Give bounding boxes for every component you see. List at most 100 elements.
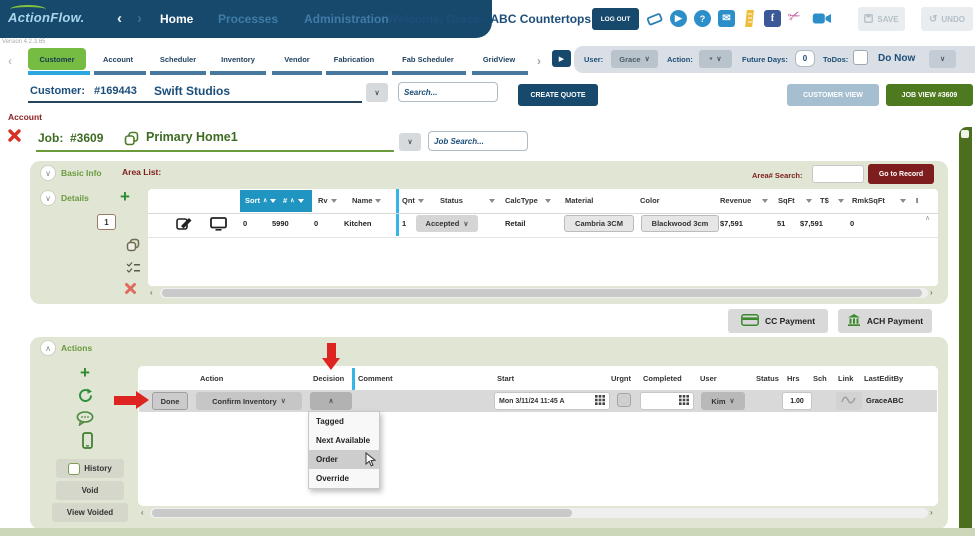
- h-scrollbar-thumb[interactable]: [162, 289, 922, 297]
- scroll-left-icon[interactable]: ‹: [150, 288, 153, 297]
- scroll-left-icon[interactable]: ‹: [141, 508, 144, 517]
- delete-area-icon[interactable]: [124, 282, 137, 300]
- decision-select[interactable]: ∧: [310, 392, 352, 410]
- checklist-icon[interactable]: [126, 261, 140, 279]
- account-breadcrumb[interactable]: Account: [8, 112, 42, 122]
- col-action[interactable]: Action: [200, 374, 224, 383]
- help-icon[interactable]: ?: [694, 10, 711, 27]
- urgnt-checkbox[interactable]: [617, 393, 631, 407]
- col-completed[interactable]: Completed: [643, 374, 682, 383]
- material-chip[interactable]: Cambria 3CM: [564, 215, 634, 232]
- nav-forward-icon[interactable]: ›: [137, 10, 142, 27]
- job-view-button[interactable]: JOB VIEW #3609: [886, 84, 973, 106]
- col-calctype[interactable]: CalcType: [505, 196, 551, 205]
- nav-processes[interactable]: Processes: [218, 12, 279, 26]
- tab-gridview[interactable]: GridView: [482, 54, 516, 64]
- tab-fabrication[interactable]: Fabrication: [333, 54, 375, 64]
- phone-icon[interactable]: [82, 432, 93, 454]
- scroll-right-icon[interactable]: ›: [930, 508, 933, 517]
- col-num[interactable]: # ∧: [283, 196, 304, 205]
- action-select[interactable]: Confirm Inventory ∨: [196, 392, 302, 410]
- ruler-icon[interactable]: [744, 9, 756, 33]
- collapsed-panel-icon[interactable]: [961, 130, 969, 138]
- cc-payment-button[interactable]: CC Payment: [728, 309, 828, 333]
- monitor-icon[interactable]: [210, 217, 227, 236]
- user-filter-select[interactable]: Grace ∨: [611, 50, 658, 68]
- save-button[interactable]: SAVE: [858, 7, 905, 31]
- col-qnt[interactable]: Qnt: [402, 196, 424, 205]
- col-i[interactable]: I: [916, 196, 919, 205]
- col-material[interactable]: Material: [565, 196, 594, 205]
- email-icon[interactable]: ✉: [718, 10, 735, 27]
- customer-search-input[interactable]: [398, 82, 498, 102]
- video-camera-icon[interactable]: [812, 12, 832, 30]
- play-icon[interactable]: ▶: [670, 10, 687, 27]
- nav-home[interactable]: Home: [160, 12, 194, 26]
- future-days-input[interactable]: [795, 50, 815, 67]
- area-search-input[interactable]: [812, 165, 864, 183]
- details-toggle[interactable]: ∨ Details: [40, 190, 89, 206]
- video-list-icon[interactable]: ▶: [552, 50, 571, 67]
- col-rv[interactable]: Rv: [318, 196, 337, 205]
- tab-account[interactable]: Account: [103, 54, 133, 64]
- cut-tool-icon[interactable]: ✂: [785, 6, 804, 27]
- col-urgnt[interactable]: Urgnt: [611, 374, 631, 383]
- col-rmksqft[interactable]: RmkSqFt: [852, 196, 906, 205]
- app-logo[interactable]: ActionFlow.: [8, 10, 85, 25]
- history-checkbox[interactable]: [68, 462, 81, 475]
- menu-item-tagged[interactable]: Tagged: [316, 417, 344, 426]
- menu-item-order[interactable]: Order: [309, 450, 379, 469]
- copy-area-icon[interactable]: [126, 238, 140, 257]
- user-select[interactable]: Kim ∨: [701, 392, 745, 410]
- tab-vendor[interactable]: Vendor: [284, 54, 310, 64]
- col-start[interactable]: Start: [497, 374, 515, 383]
- action-filter-select[interactable]: * ∨: [699, 50, 732, 68]
- remove-job-icon[interactable]: [7, 128, 22, 148]
- add-area-icon[interactable]: +: [120, 187, 130, 206]
- facebook-icon[interactable]: f: [764, 10, 781, 27]
- customer-select-dropdown[interactable]: ∨: [366, 83, 388, 102]
- col-lasteditby[interactable]: LastEditBy: [864, 374, 904, 383]
- col-sort[interactable]: Sort ∧: [245, 196, 277, 205]
- void-button[interactable]: Void: [56, 481, 124, 500]
- go-to-record-button[interactable]: Go to Record: [868, 164, 934, 184]
- col-status[interactable]: Status: [440, 196, 495, 205]
- add-action-icon[interactable]: +: [80, 363, 90, 382]
- job-select-dropdown[interactable]: ∨: [399, 133, 421, 151]
- col-action-status[interactable]: Status: [756, 374, 779, 383]
- basic-info-toggle[interactable]: ∨ Basic Info: [40, 165, 102, 181]
- link-button[interactable]: [836, 392, 862, 410]
- copy-job-icon[interactable]: [124, 131, 139, 151]
- col-color[interactable]: Color: [640, 196, 660, 205]
- logout-button[interactable]: LOG OUT: [592, 8, 639, 30]
- col-sqft[interactable]: SqFt: [778, 196, 812, 205]
- col-comment[interactable]: Comment: [358, 374, 393, 383]
- tab-scheduler[interactable]: Scheduler: [159, 54, 197, 64]
- row-number-badge[interactable]: 1: [97, 214, 116, 230]
- undo-button[interactable]: ↺ UNDO: [921, 7, 973, 31]
- collapsed-panel-bar[interactable]: [959, 127, 972, 536]
- done-button[interactable]: Done: [152, 392, 188, 410]
- color-chip[interactable]: Blackwood 3cm: [641, 215, 719, 232]
- job-search-input[interactable]: [428, 131, 528, 151]
- tab-customer[interactable]: Customer: [28, 48, 86, 70]
- tab-inventory[interactable]: Inventory: [221, 54, 255, 64]
- create-quote-button[interactable]: CREATE QUOTE: [518, 84, 598, 106]
- h-scrollbar-thumb[interactable]: [152, 509, 572, 517]
- comment-bubble-icon[interactable]: [76, 411, 94, 431]
- nav-back-icon[interactable]: ‹: [117, 10, 122, 27]
- menu-item-override[interactable]: Override: [316, 474, 349, 483]
- view-voided-button[interactable]: View Voided: [52, 503, 128, 522]
- menu-item-next-available[interactable]: Next Available: [316, 436, 371, 445]
- col-user[interactable]: User: [700, 374, 717, 383]
- col-hrs[interactable]: Hrs: [787, 374, 800, 383]
- col-t[interactable]: T$: [820, 196, 844, 205]
- col-revenue[interactable]: Revenue: [720, 196, 768, 205]
- start-date-input[interactable]: Mon 3/11/24 11:45 A: [494, 392, 610, 410]
- col-decision[interactable]: Decision: [313, 374, 345, 383]
- customer-view-button[interactable]: CUSTOMER VIEW: [787, 84, 879, 106]
- history-button[interactable]: History: [56, 459, 124, 478]
- completed-date-input[interactable]: [640, 392, 694, 410]
- do-now-select[interactable]: ∨: [929, 50, 956, 68]
- col-link[interactable]: Link: [838, 374, 854, 383]
